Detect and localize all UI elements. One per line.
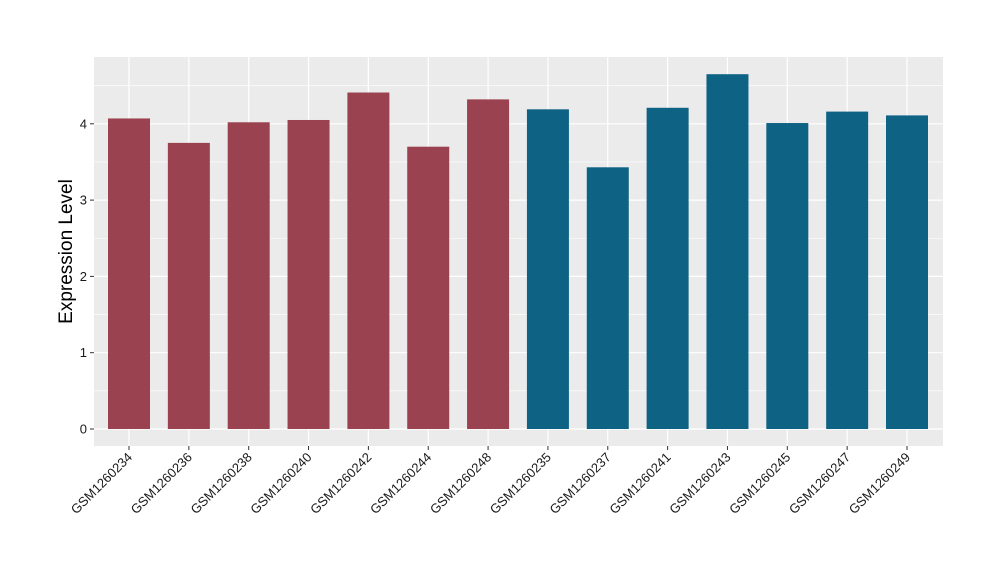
y-tick-label: 3 — [80, 193, 87, 208]
x-tick-label: GSM1260244 — [367, 450, 434, 517]
x-tick-label: GSM1260236 — [128, 450, 195, 517]
bar-GSM1260235 — [526, 109, 569, 429]
plot-panel — [94, 57, 943, 446]
x-tick-label: GSM1260245 — [726, 450, 793, 517]
y-axis: 0 1 2 3 4 — [80, 116, 94, 437]
x-axis: GSM1260234GSM1260236GSM1260238GSM1260240… — [68, 446, 913, 517]
bar-GSM1260242 — [347, 92, 390, 429]
x-tick-label: GSM1260235 — [487, 450, 554, 517]
y-tick-label: 1 — [80, 345, 87, 360]
bar-GSM1260237 — [586, 167, 629, 429]
x-tick-label: GSM1260248 — [427, 450, 494, 517]
x-tick-label: GSM1260247 — [786, 450, 853, 517]
y-axis-title: Expression Level — [56, 179, 77, 324]
x-tick-label: GSM1260238 — [187, 450, 254, 517]
bar-GSM1260248 — [467, 99, 510, 429]
x-tick-label: GSM1260249 — [846, 450, 913, 517]
x-tick-label: GSM1260242 — [307, 450, 374, 517]
bar-GSM1260247 — [826, 111, 869, 429]
bar-GSM1260249 — [886, 115, 928, 430]
bar-GSM1260241 — [646, 107, 689, 429]
bar-GSM1260234 — [108, 118, 150, 430]
bars — [108, 74, 928, 430]
bar-GSM1260243 — [706, 74, 749, 429]
x-tick-label: GSM1260243 — [666, 450, 733, 517]
bar-GSM1260238 — [227, 122, 270, 430]
bar-GSM1260236 — [167, 142, 210, 429]
bar-GSM1260244 — [407, 146, 450, 429]
y-tick-label: 4 — [80, 116, 87, 131]
x-tick-label: GSM1260241 — [606, 450, 673, 517]
bar-GSM1260240 — [287, 119, 330, 430]
y-tick-label: 0 — [80, 422, 87, 437]
y-tick-label: 2 — [80, 269, 87, 284]
x-tick-label: GSM1260234 — [68, 450, 135, 517]
x-tick-label: GSM1260240 — [247, 450, 314, 517]
bar-GSM1260245 — [766, 123, 809, 430]
x-tick-label: GSM1260237 — [547, 450, 614, 517]
